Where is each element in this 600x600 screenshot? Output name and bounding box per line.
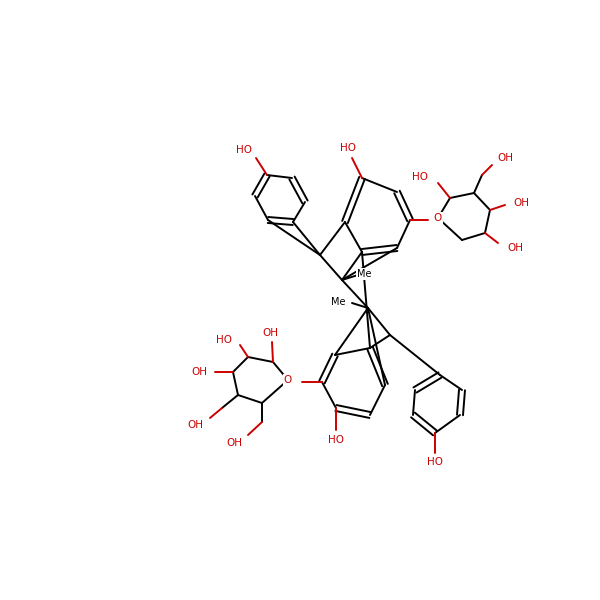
Text: HO: HO	[328, 435, 344, 445]
Text: OH: OH	[191, 367, 207, 377]
Text: HO: HO	[412, 172, 428, 182]
Text: OH: OH	[507, 243, 523, 253]
Text: HO: HO	[427, 457, 443, 467]
Text: OH: OH	[513, 198, 529, 208]
Text: Me: Me	[331, 297, 346, 307]
Text: OH: OH	[262, 328, 278, 338]
Text: HO: HO	[340, 143, 356, 153]
Text: Me: Me	[357, 269, 371, 279]
Text: OH: OH	[226, 438, 242, 448]
Text: O: O	[284, 375, 292, 385]
Text: OH: OH	[187, 420, 203, 430]
Text: O: O	[434, 213, 442, 223]
Text: OH: OH	[497, 153, 513, 163]
Text: HO: HO	[216, 335, 232, 345]
Text: HO: HO	[236, 145, 252, 155]
